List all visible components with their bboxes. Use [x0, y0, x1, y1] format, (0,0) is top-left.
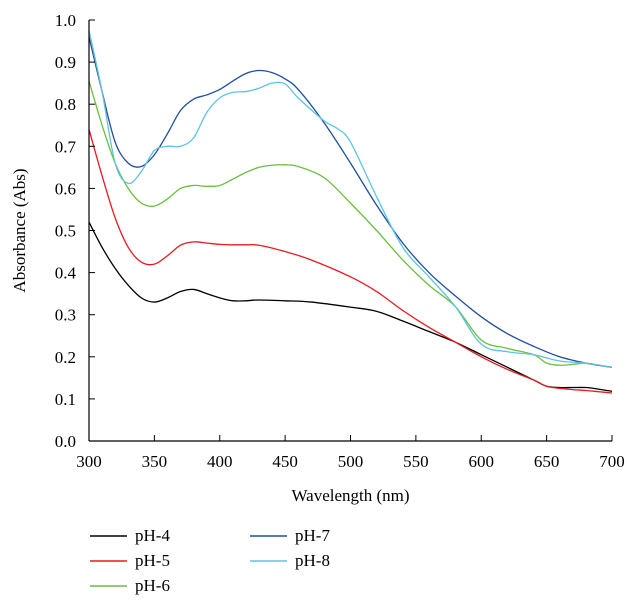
y-tick-label: 0.1 — [55, 390, 76, 409]
y-tick-label: 0.6 — [55, 179, 76, 198]
legend-label-ph-8: pH-8 — [295, 551, 330, 570]
series-line-ph-8 — [88, 30, 613, 368]
y-tick-label: 0.8 — [55, 95, 76, 114]
x-tick-label: 550 — [403, 452, 429, 471]
x-tick-label: 600 — [469, 452, 495, 471]
y-tick-label: 0.0 — [55, 432, 76, 451]
legend-label-ph-4: pH-4 — [135, 526, 170, 545]
legend: pH-4 pH-5 pH-6 pH-7 pH-8 — [90, 526, 330, 595]
y-tick-label: 1.0 — [55, 11, 76, 30]
series-line-ph-5 — [88, 129, 613, 394]
x-tick-label: 400 — [207, 452, 233, 471]
legend-label-ph-7: pH-7 — [295, 526, 330, 545]
legend-label-ph-6: pH-6 — [135, 576, 170, 595]
y-tick-label: 0.4 — [55, 264, 77, 283]
y-axis-title: Absorbance (Abs) — [10, 168, 29, 292]
y-tick-label: 0.2 — [55, 348, 76, 367]
series-line-ph-7 — [88, 36, 613, 368]
y-tick-label: 0.7 — [55, 137, 77, 156]
x-tick-label: 300 — [76, 452, 102, 471]
y-tick-label: 0.5 — [55, 222, 76, 241]
series-line-ph-6 — [88, 80, 613, 368]
x-tick-label: 700 — [599, 452, 625, 471]
x-axis-title: Wavelength (nm) — [291, 486, 409, 505]
axes: 0.0 0.1 0.2 0.3 0.4 0.5 0.6 0.7 0.8 0.9 1.0 300 350 4… — [55, 11, 625, 471]
legend-label-ph-5: pH-5 — [135, 551, 170, 570]
x-tick-label: 450 — [272, 452, 298, 471]
x-tick-label: 650 — [534, 452, 560, 471]
x-tick-label: 500 — [338, 452, 364, 471]
series-lines — [88, 30, 613, 394]
y-tick-label: 0.9 — [55, 53, 76, 72]
x-tick-label: 350 — [142, 452, 168, 471]
y-tick-label: 0.3 — [55, 306, 76, 325]
series-line-ph-4 — [88, 221, 613, 392]
